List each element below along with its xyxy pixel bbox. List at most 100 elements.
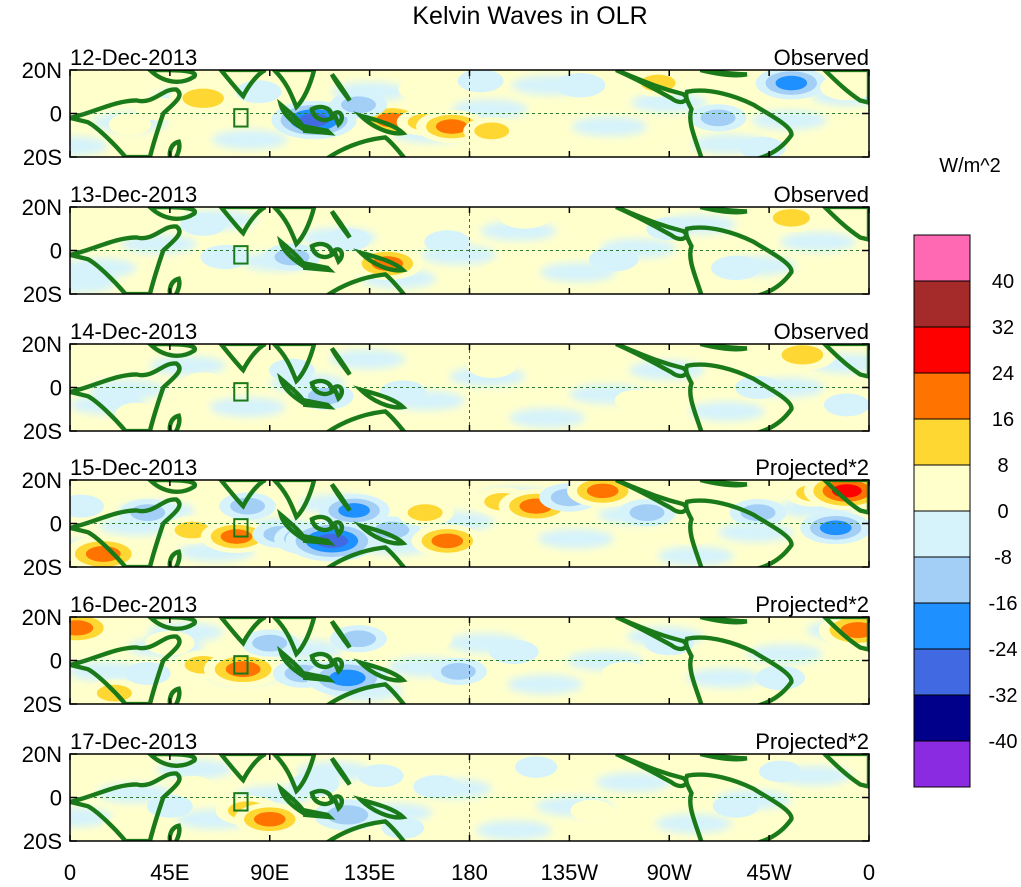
anomaly-contour: [819, 520, 852, 536]
colorbar-swatch: [913, 280, 971, 328]
anomaly-contour: [407, 504, 443, 521]
field-texture: [475, 820, 552, 841]
y-tick-label: 0: [50, 376, 62, 401]
anomaly-contour: [115, 217, 158, 240]
field-texture: [209, 397, 286, 418]
anomaly-contour: [341, 96, 377, 114]
anomaly-contour: [252, 634, 288, 652]
field-texture: [686, 667, 763, 688]
anomaly-contour: [440, 663, 476, 680]
anomaly-contour: [474, 122, 510, 140]
anomaly-contour: [740, 504, 776, 521]
anomaly-contour: [514, 756, 558, 778]
colorbar: -40 -32 -24 -16 -8 0 8 16 24 32 40: [913, 234, 1018, 788]
field-texture: [70, 661, 144, 682]
anomaly-contour: [413, 775, 460, 799]
panel-date: 14-Dec-2013: [70, 319, 197, 344]
anomaly-contour: [586, 483, 619, 499]
anomaly-contour: [424, 230, 471, 254]
anomaly-contour: [553, 621, 608, 648]
anomaly-contour: [70, 494, 105, 518]
colorbar-tick-label: -32: [989, 685, 1018, 707]
x-axis: 0 45E 90E 135E 180 135W 90W 45W 0: [64, 860, 875, 885]
x-tick-label: 135W: [541, 860, 599, 885]
colorbar-tick-label: -40: [989, 731, 1018, 753]
y-tick-label: 20N: [22, 58, 62, 83]
colorbar-swatch: [913, 602, 971, 650]
anomaly-contour: [115, 402, 158, 425]
colorbar-swatch: [913, 372, 971, 420]
map-panel: 20N 0 20S 16-Dec-2013 Projected*2: [22, 592, 870, 717]
colorbar-tick-label: 40: [992, 271, 1014, 293]
panel-type-label: Projected*2: [755, 455, 869, 480]
field-texture: [509, 407, 586, 428]
anomaly-contour: [555, 73, 606, 98]
colorbar-tick-label: 8: [997, 455, 1008, 477]
anomaly-contour: [70, 620, 94, 636]
field-texture: [779, 231, 856, 252]
field-texture: [70, 273, 117, 294]
anomaly-contour: [170, 775, 214, 798]
y-tick-label: 20N: [22, 605, 62, 630]
colorbar-tick-label: -8: [994, 547, 1012, 569]
anomaly-contour: [825, 808, 869, 831]
map-panel: 20N 0 20S 17-Dec-2013 Projected*2: [22, 729, 870, 854]
anomaly-contour: [481, 261, 524, 284]
anomaly-contour: [466, 353, 517, 378]
panel-type-label: Observed: [774, 319, 869, 344]
anomaly-contour: [174, 521, 210, 539]
colorbar-swatch: [913, 234, 971, 282]
chart-title: Kelvin Waves in OLR: [412, 2, 647, 30]
y-tick-label: 20N: [22, 195, 62, 220]
x-tick-label: 90W: [647, 860, 692, 885]
anomaly-contour: [145, 630, 195, 656]
y-tick-label: 20S: [23, 829, 62, 854]
anomaly-contour: [324, 228, 371, 252]
panel-type-label: Projected*2: [755, 729, 869, 754]
anomaly-contour: [102, 816, 149, 840]
anomaly-contour: [489, 639, 539, 664]
map-panel: 20N 0 20S 13-Dec-2013 Observed: [22, 182, 870, 307]
index-box-marker: [233, 792, 249, 812]
anomaly-contour: [398, 625, 452, 652]
anomaly-contour: [588, 247, 639, 272]
panel-type-label: Observed: [774, 182, 869, 207]
field-texture: [538, 528, 615, 549]
y-tick-label: 20N: [22, 742, 62, 767]
panel-date: 12-Dec-2013: [70, 45, 197, 70]
anomaly-contour: [775, 75, 808, 91]
colorbar-swatch: [913, 556, 971, 604]
anomaly-contour: [200, 244, 251, 270]
anomaly-contour: [181, 372, 225, 394]
x-tick-label: 135E: [344, 860, 395, 885]
colorbar-tick-label: -16: [989, 593, 1018, 615]
field-texture: [70, 257, 137, 278]
anomaly-contour: [542, 348, 596, 375]
field-texture: [329, 349, 406, 370]
anomaly-contour: [714, 627, 758, 650]
colorbar-swatch: [913, 510, 971, 558]
y-tick-label: 0: [50, 512, 62, 537]
map-panel: 20N 0 20S 14-Dec-2013 Observed: [22, 319, 870, 444]
map-panel: 20N 0 20S 12-Dec-2013 Observed: [22, 45, 870, 170]
anomaly-contour: [781, 345, 824, 365]
field-texture: [89, 379, 166, 400]
y-tick-label: 20N: [22, 468, 62, 493]
y-tick-label: 0: [50, 102, 62, 127]
x-tick-label: 90E: [250, 860, 289, 885]
anomaly-contour: [823, 393, 869, 417]
panel-date: 15-Dec-2013: [70, 455, 197, 480]
colorbar-swatch: [913, 418, 971, 466]
anomaly-contour: [357, 764, 404, 788]
field-texture: [70, 136, 108, 157]
anomaly-contour: [772, 209, 810, 227]
y-tick-label: 20S: [23, 692, 62, 717]
anomaly-contour: [299, 113, 330, 127]
x-tick-label: 180: [451, 860, 488, 885]
anomaly-contour: [338, 503, 370, 518]
anomaly-contour: [601, 662, 648, 686]
y-tick-label: 20S: [23, 419, 62, 444]
panel-type-label: Projected*2: [755, 592, 869, 617]
anomaly-contour: [135, 97, 182, 121]
